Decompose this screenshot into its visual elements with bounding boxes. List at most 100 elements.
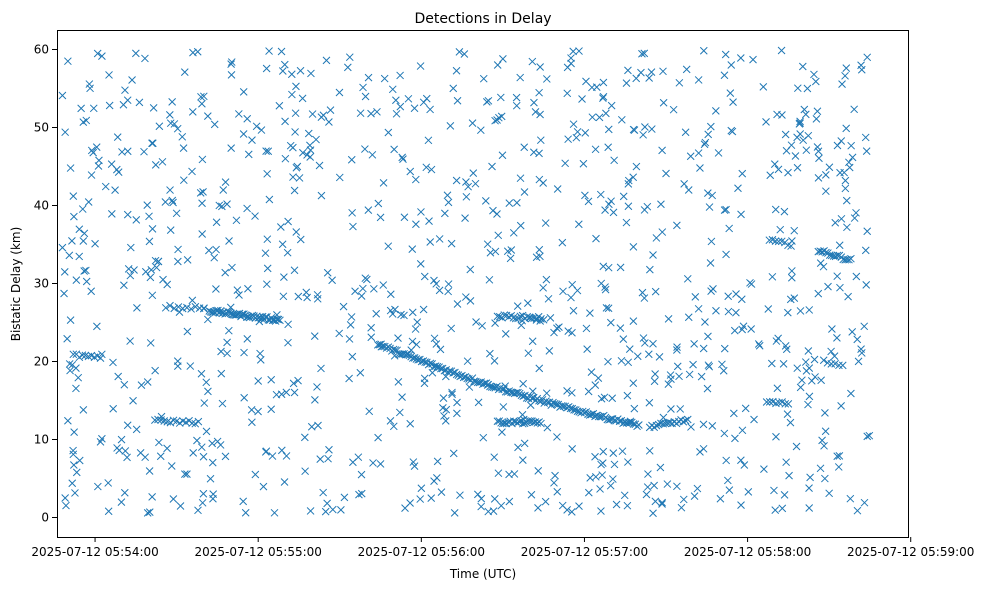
clutter-marker-522 xyxy=(367,109,375,118)
clutter-marker-264 xyxy=(741,404,750,413)
clutter-marker-426 xyxy=(422,163,431,172)
clutter-marker-859 xyxy=(514,443,522,452)
x-tick-label-3: 2025-07-12 05:57:00 xyxy=(521,545,648,559)
y-tick-label-3: 30 xyxy=(34,277,49,291)
clutter-marker-483 xyxy=(569,306,578,315)
clutter-marker-18 xyxy=(844,292,852,301)
x-tick-label-2: 2025-07-12 05:56:00 xyxy=(358,545,485,559)
clutter-marker-586 xyxy=(494,231,503,240)
clutter-marker-600 xyxy=(550,478,558,487)
clutter-marker-10 xyxy=(148,291,157,300)
clutter-marker-567 xyxy=(124,265,133,273)
x-tick-label-1: 2025-07-12 05:55:00 xyxy=(194,545,321,559)
clutter-marker-78 xyxy=(337,506,345,514)
clutter-marker-315 xyxy=(663,480,672,488)
clutter-marker-347 xyxy=(484,96,493,105)
clutter-marker-342 xyxy=(239,497,248,506)
clutter-marker-111 xyxy=(296,66,305,75)
clutter-marker-893 xyxy=(303,151,311,159)
clutter-marker-31 xyxy=(597,507,605,515)
clutter-marker-689 xyxy=(447,239,456,248)
detection-marker-981 xyxy=(270,508,279,517)
clutter-marker-548 xyxy=(544,294,553,303)
clutter-marker-931 xyxy=(326,106,335,114)
clutter-marker-878 xyxy=(486,349,494,358)
clutter-marker-452 xyxy=(658,146,666,155)
clutter-marker-766 xyxy=(408,337,417,346)
clutter-marker-96 xyxy=(679,495,688,504)
clutter-marker-578 xyxy=(161,198,170,206)
clutter-marker-491 xyxy=(317,113,326,121)
detection-marker-996 xyxy=(433,457,442,466)
clutter-marker-497 xyxy=(804,347,813,355)
clutter-marker-274 xyxy=(288,90,296,99)
clutter-marker-898 xyxy=(535,175,544,184)
clutter-marker-300 xyxy=(771,205,780,214)
clutter-marker-634 xyxy=(408,245,417,254)
detection-marker-1007 xyxy=(553,487,562,496)
clutter-marker-643 xyxy=(257,126,266,134)
clutter-marker-891 xyxy=(74,373,83,382)
clutter-marker-276 xyxy=(658,500,666,508)
detection-marker-1008 xyxy=(564,135,572,144)
clutter-marker-562 xyxy=(798,376,806,385)
clutter-marker-919 xyxy=(734,184,742,193)
track-marker-1263 xyxy=(774,237,783,246)
detection-marker-992 xyxy=(390,145,398,154)
clutter-marker-366 xyxy=(772,432,780,441)
clutter-marker-823 xyxy=(699,444,708,453)
clutter-marker-844 xyxy=(811,373,819,381)
clutter-marker-649 xyxy=(213,437,222,446)
clutter-marker-812 xyxy=(198,230,207,238)
clutter-marker-887 xyxy=(240,348,248,357)
clutter-marker-192 xyxy=(233,286,242,294)
clutter-marker-727 xyxy=(513,302,522,311)
clutter-marker-691 xyxy=(632,162,641,171)
clutter-marker-715 xyxy=(272,390,281,399)
clutter-marker-716 xyxy=(639,130,648,139)
detection-marker-979 xyxy=(262,447,271,456)
chart-title: Detections in Delay xyxy=(414,11,551,27)
clutter-marker-817 xyxy=(218,399,227,408)
track-marker-1336 xyxy=(166,418,175,427)
clutter-marker-61 xyxy=(306,507,315,515)
detection-marker-1009 xyxy=(575,47,583,55)
clutter-marker-535 xyxy=(247,406,256,414)
clutter-marker-293 xyxy=(781,130,790,139)
clutter-marker-134 xyxy=(109,358,117,367)
detection-marker-1013 xyxy=(618,447,627,456)
clutter-marker-934 xyxy=(845,158,853,167)
clutter-marker-11 xyxy=(649,339,657,348)
detection-marker-1030 xyxy=(803,84,812,93)
clutter-marker-186 xyxy=(449,84,458,93)
clutter-marker-385 xyxy=(601,206,609,214)
plot-area-frame xyxy=(57,30,909,538)
clutter-marker-540 xyxy=(292,163,301,172)
clutter-marker-907 xyxy=(796,130,805,138)
detection-marker-987 xyxy=(335,173,344,182)
clutter-marker-231 xyxy=(224,326,233,335)
clutter-marker-170 xyxy=(417,484,426,493)
clutter-marker-462 xyxy=(558,238,567,247)
track-marker-1365 xyxy=(199,304,208,313)
clutter-marker-295 xyxy=(435,286,444,295)
clutter-marker-388 xyxy=(490,453,499,462)
clutter-marker-68 xyxy=(604,304,613,313)
track-marker-1379 xyxy=(838,361,847,370)
clutter-marker-321 xyxy=(805,484,813,493)
track-marker-1241 xyxy=(634,421,643,429)
clutter-marker-436 xyxy=(75,456,84,465)
clutter-marker-383 xyxy=(738,426,747,435)
clutter-marker-948 xyxy=(738,169,747,178)
track-marker-1091 xyxy=(276,316,284,325)
clutter-marker-180 xyxy=(535,245,544,254)
clutter-marker-564 xyxy=(604,357,612,366)
clutter-marker-339 xyxy=(652,234,661,242)
clutter-marker-374 xyxy=(606,481,615,490)
clutter-marker-187 xyxy=(101,182,110,191)
clutter-marker-871 xyxy=(503,247,512,256)
clutter-marker-14 xyxy=(397,310,405,319)
clutter-marker-602 xyxy=(640,206,649,214)
clutter-marker-830 xyxy=(644,350,653,359)
clutter-marker-288 xyxy=(324,454,332,463)
